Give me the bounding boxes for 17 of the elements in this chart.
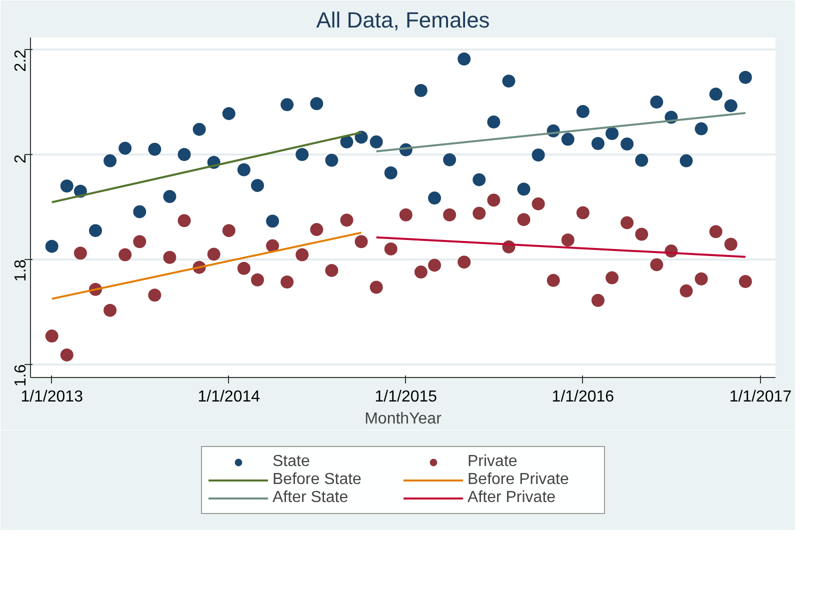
chart-title: All Data, Females xyxy=(316,8,490,32)
y-tick-label: 1.8 xyxy=(12,259,30,282)
y-tick-label: 1.6 xyxy=(12,364,30,387)
legend-label: Before Private xyxy=(468,471,570,489)
legend-label: State xyxy=(272,453,311,471)
legend-label: Private xyxy=(468,453,518,471)
legend-label: Before State xyxy=(272,471,362,489)
y-tick-label: 2 xyxy=(12,154,30,164)
x-tick-label: 1/1/2017 xyxy=(729,388,792,406)
x-tick-label: 1/1/2013 xyxy=(20,388,84,406)
y-tick-label: 2.2 xyxy=(12,49,30,72)
x-tick-label: 1/1/2016 xyxy=(552,388,614,406)
x-axis-title: MonthYear xyxy=(364,410,442,428)
x-tick-label: 1/1/2015 xyxy=(374,388,438,406)
x-tick-label: 1/1/2014 xyxy=(198,388,260,406)
legend-label: After State xyxy=(272,489,350,507)
legend-label: After Private xyxy=(468,489,557,507)
